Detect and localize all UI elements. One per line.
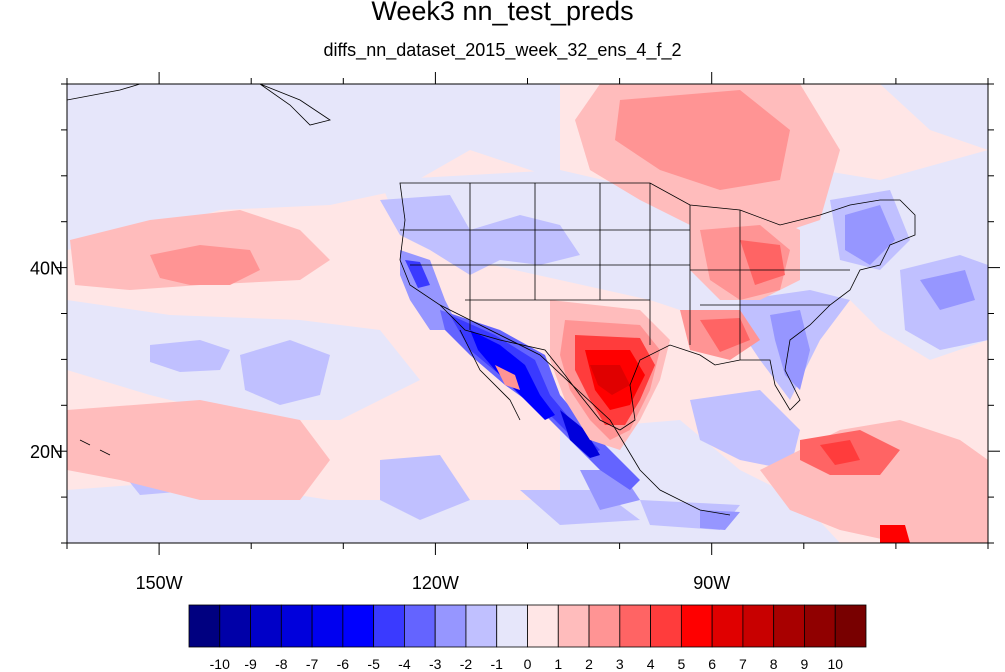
colorbar-label: 9 <box>801 656 809 672</box>
colorbar-swatch <box>465 604 498 648</box>
x-tick-label: 120W <box>412 573 459 593</box>
colorbar-label: -5 <box>367 656 380 672</box>
colorbar-label: -3 <box>429 656 442 672</box>
colorbar-label: 8 <box>770 656 778 672</box>
colorbar-swatch <box>650 604 682 648</box>
colorbar-swatch <box>311 604 344 648</box>
colorbar-label: -10 <box>210 656 230 672</box>
colorbar-swatch <box>619 604 651 648</box>
colorbar-swatch <box>588 604 621 648</box>
colorbar-swatch <box>834 604 867 648</box>
map-title: Week3 nn_test_preds <box>371 0 634 26</box>
colorbar-label: 10 <box>827 656 843 672</box>
map-subtitle: diffs_nn_dataset_2015_week_32_ens_4_f_2 <box>323 40 682 60</box>
field-plot <box>67 84 988 543</box>
colorbar-swatch <box>280 604 313 648</box>
colorbar-label: 1 <box>554 656 562 672</box>
colorbar-label: -9 <box>244 656 257 672</box>
x-tick-label: 150W <box>136 573 183 593</box>
colorbar-swatch <box>434 604 467 648</box>
y-tick-label: 40N <box>30 259 63 279</box>
colorbar-label: -6 <box>337 656 350 672</box>
colorbar-swatch <box>557 604 590 648</box>
colorbar-label: -7 <box>306 656 319 672</box>
colorbar-swatch <box>219 604 251 648</box>
colorbar-label: 6 <box>708 656 716 672</box>
colorbar-swatch <box>773 604 805 648</box>
colorbar-swatch <box>496 604 528 648</box>
colorbar: -10 -9 -8 -7 -6 -5 -4 -3 -2 -1 0 1 2 3 4 5 6 7 8 9 10 <box>188 604 867 672</box>
colorbar-swatch <box>527 604 559 648</box>
colorbar-swatch <box>711 604 744 648</box>
positive-anomaly-regions <box>67 84 988 543</box>
colorbar-swatch <box>680 604 713 648</box>
colorbar-label: -2 <box>460 656 473 672</box>
colorbar-swatch <box>404 604 436 648</box>
colorbar-label: 3 <box>616 656 624 672</box>
colorbar-label: -1 <box>491 656 504 672</box>
colorbar-label: 0 <box>524 656 532 672</box>
colorbar-label: 5 <box>677 656 685 672</box>
colorbar-swatch <box>188 604 221 648</box>
colorbar-label: -8 <box>275 656 288 672</box>
x-tick-label: 90W <box>693 573 730 593</box>
colorbar-swatch <box>804 604 836 648</box>
colorbar-swatch <box>742 604 775 648</box>
colorbar-label: 4 <box>647 656 655 672</box>
y-tick-label: 20N <box>30 442 63 462</box>
colorbar-label: -4 <box>398 656 411 672</box>
colorbar-label: 2 <box>585 656 593 672</box>
colorbar-swatch <box>342 604 375 648</box>
colorbar-swatch <box>250 604 282 648</box>
axis-ticks: 150W 120W 90W 20N 40N <box>30 72 1000 593</box>
colorbar-swatch <box>373 604 405 648</box>
colorbar-label: 7 <box>739 656 747 672</box>
political-boundaries <box>67 84 916 516</box>
